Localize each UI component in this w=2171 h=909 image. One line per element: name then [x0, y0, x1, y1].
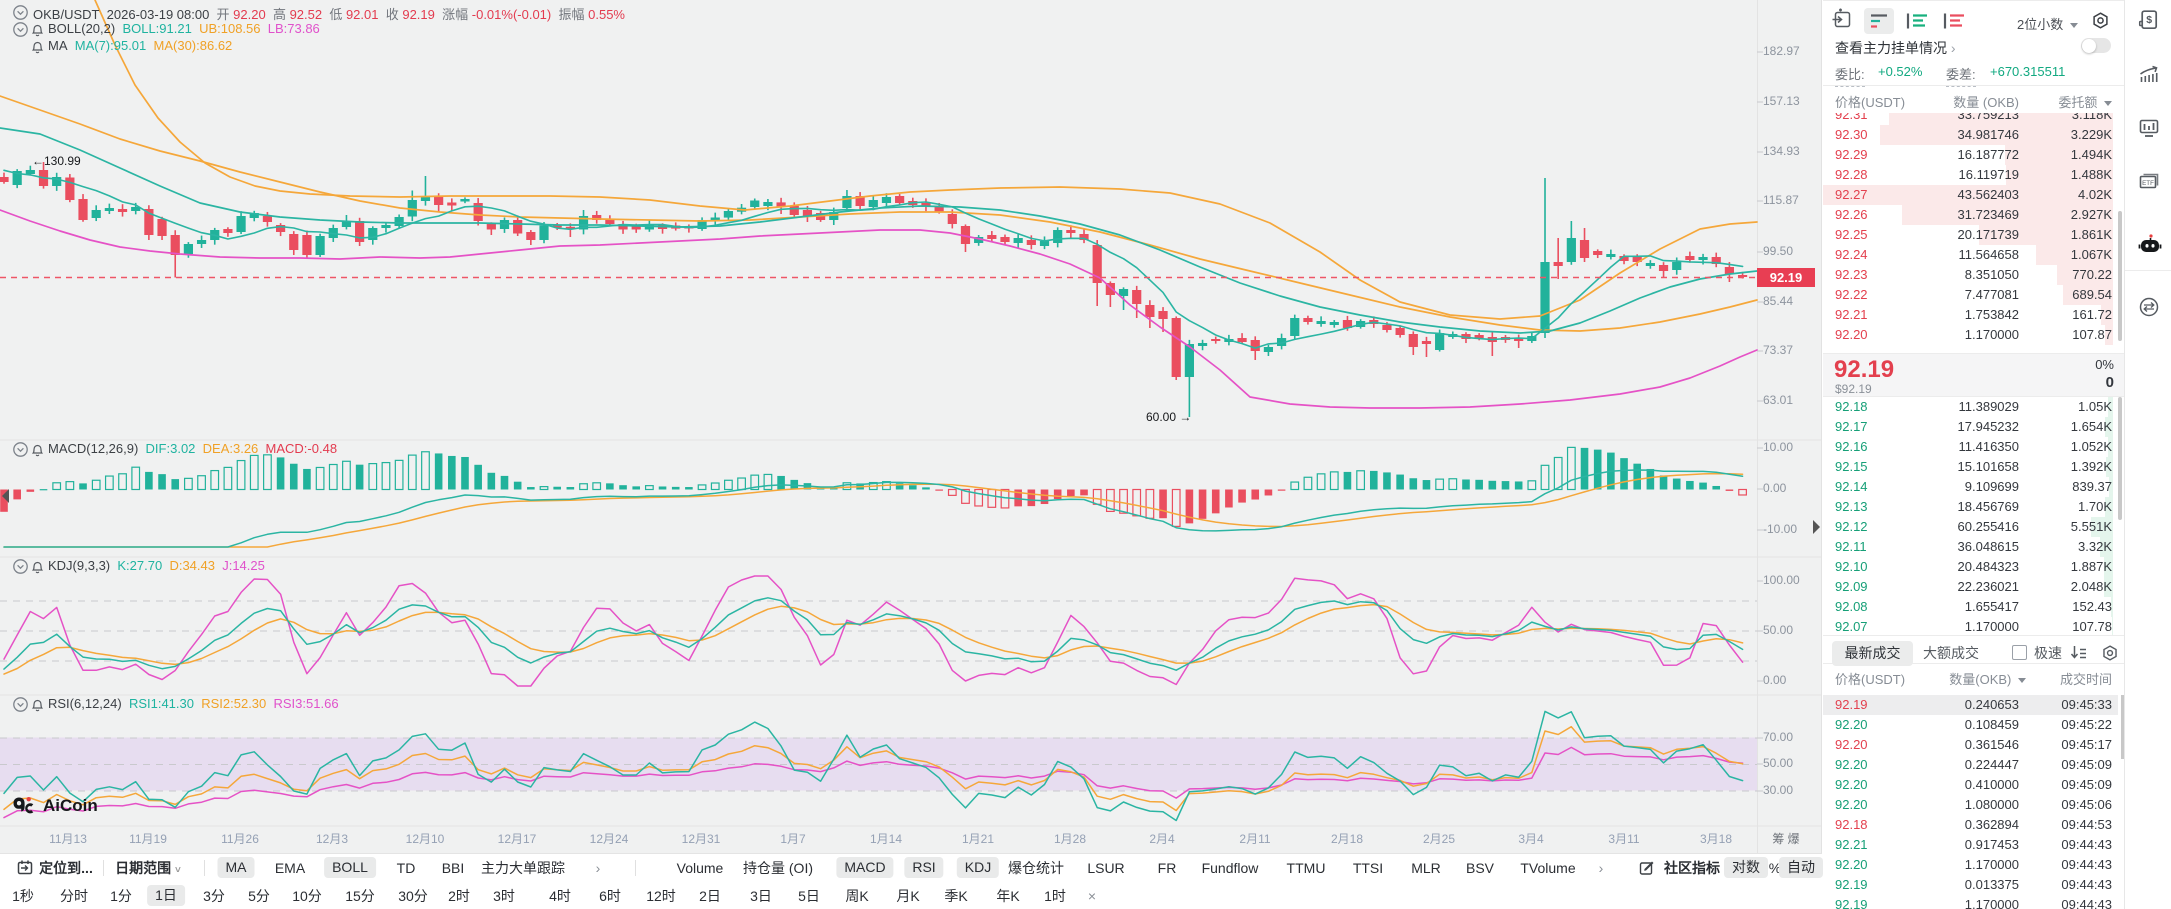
svg-text:ETF: ETF — [2142, 180, 2154, 187]
svg-text:$: $ — [2146, 14, 2152, 26]
